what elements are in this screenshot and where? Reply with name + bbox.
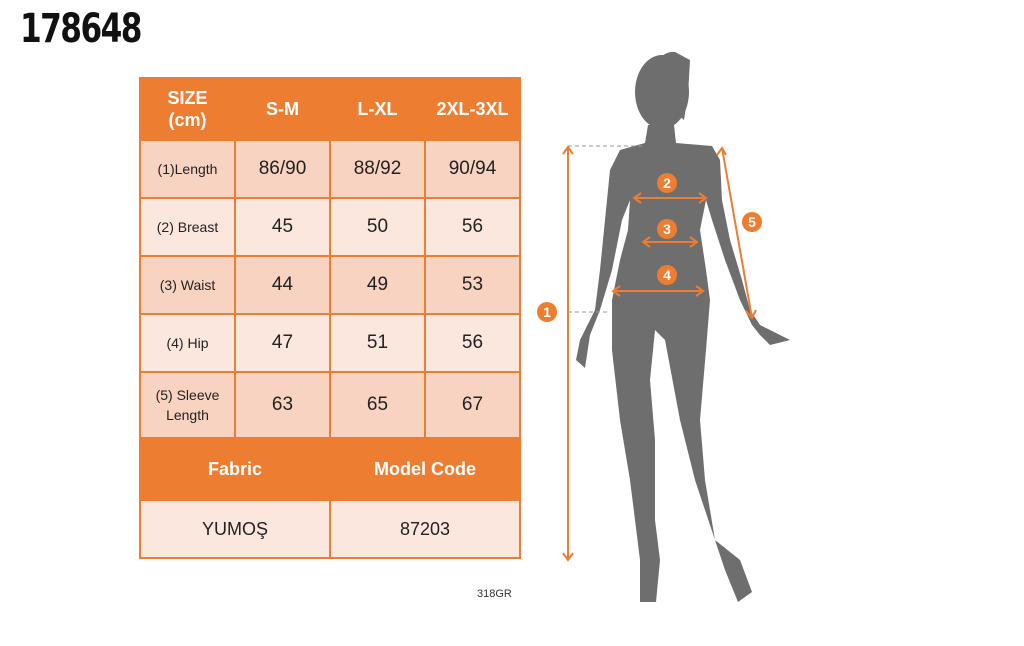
row-label: (2) Breast bbox=[139, 197, 236, 257]
marker-4: 4 bbox=[657, 265, 677, 285]
table-row: (2) Breast 45 50 56 bbox=[139, 197, 521, 257]
svg-text:5: 5 bbox=[748, 214, 756, 230]
cell: 47 bbox=[234, 313, 331, 373]
cell: 63 bbox=[234, 371, 331, 439]
row-label: (5) Sleeve Length bbox=[139, 371, 236, 439]
svg-text:3: 3 bbox=[663, 221, 671, 237]
table-row: (3) Waist 44 49 53 bbox=[139, 255, 521, 315]
header-size: SIZE (cm) bbox=[139, 77, 236, 141]
sleeve-arrow bbox=[721, 147, 753, 319]
cell: 56 bbox=[424, 313, 521, 373]
cell: 86/90 bbox=[234, 139, 331, 199]
row-label: (1)Length bbox=[139, 139, 236, 199]
header-2xl-3xl: 2XL-3XL bbox=[424, 77, 521, 141]
marker-3: 3 bbox=[657, 219, 677, 239]
marker-5: 5 bbox=[742, 212, 762, 232]
marker-2: 2 bbox=[657, 173, 677, 193]
product-code: 178648 bbox=[20, 6, 142, 52]
fabric-header-row: Fabric Model Code bbox=[139, 437, 521, 501]
body-silhouette-icon bbox=[576, 51, 790, 602]
table-row: (1)Length 86/90 88/92 90/94 bbox=[139, 139, 521, 199]
header-row: SIZE (cm) S-M L-XL 2XL-3XL bbox=[139, 77, 521, 141]
size-chart-table: SIZE (cm) S-M L-XL 2XL-3XL (1)Length 86/… bbox=[139, 77, 521, 559]
row-label: (4) Hip bbox=[139, 313, 236, 373]
cell: 53 bbox=[424, 255, 521, 315]
cell: 90/94 bbox=[424, 139, 521, 199]
cell: 56 bbox=[424, 197, 521, 257]
header-l-xl: L-XL bbox=[329, 77, 426, 141]
row-label: (3) Waist bbox=[139, 255, 236, 315]
svg-text:2: 2 bbox=[663, 175, 671, 191]
model-code-value: 87203 bbox=[329, 499, 521, 559]
cell: 51 bbox=[329, 313, 426, 373]
footnote: 318GR bbox=[477, 588, 512, 600]
svg-text:1: 1 bbox=[543, 304, 551, 320]
fabric-value: YUMOŞ bbox=[139, 499, 331, 559]
cell: 88/92 bbox=[329, 139, 426, 199]
cell: 49 bbox=[329, 255, 426, 315]
svg-text:4: 4 bbox=[663, 267, 671, 283]
fabric-value-row: YUMOŞ 87203 bbox=[139, 499, 521, 559]
table-row: (4) Hip 47 51 56 bbox=[139, 313, 521, 373]
header-s-m: S-M bbox=[234, 77, 331, 141]
model-code-label: Model Code bbox=[329, 437, 521, 501]
table-row: (5) Sleeve Length 63 65 67 bbox=[139, 371, 521, 439]
cell: 67 bbox=[424, 371, 521, 439]
cell: 44 bbox=[234, 255, 331, 315]
cell: 65 bbox=[329, 371, 426, 439]
marker-1: 1 bbox=[537, 302, 557, 322]
cell: 50 bbox=[329, 197, 426, 257]
cell: 45 bbox=[234, 197, 331, 257]
fabric-label: Fabric bbox=[139, 437, 331, 501]
